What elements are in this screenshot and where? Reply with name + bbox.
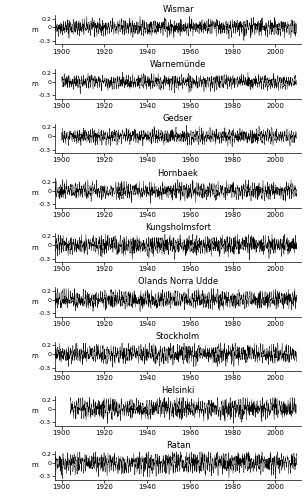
Y-axis label: m: m <box>31 136 38 141</box>
Title: Warnemünde: Warnemünde <box>150 60 206 68</box>
Y-axis label: m: m <box>31 462 38 468</box>
Title: Kungsholmsfort: Kungsholmsfort <box>145 223 211 232</box>
Y-axis label: m: m <box>31 299 38 305</box>
Y-axis label: m: m <box>31 81 38 87</box>
Title: Wismar: Wismar <box>162 5 194 14</box>
Title: Gedser: Gedser <box>163 114 193 123</box>
Y-axis label: m: m <box>31 190 38 196</box>
Y-axis label: m: m <box>31 26 38 32</box>
Y-axis label: m: m <box>31 244 38 250</box>
Y-axis label: m: m <box>31 408 38 414</box>
Title: Helsinki: Helsinki <box>161 386 195 396</box>
Title: Stockholm: Stockholm <box>156 332 200 341</box>
Title: Hornbaek: Hornbaek <box>157 168 199 177</box>
Title: Olands Norra Udde: Olands Norra Udde <box>138 278 218 286</box>
Y-axis label: m: m <box>31 354 38 360</box>
Title: Ratan: Ratan <box>166 441 190 450</box>
